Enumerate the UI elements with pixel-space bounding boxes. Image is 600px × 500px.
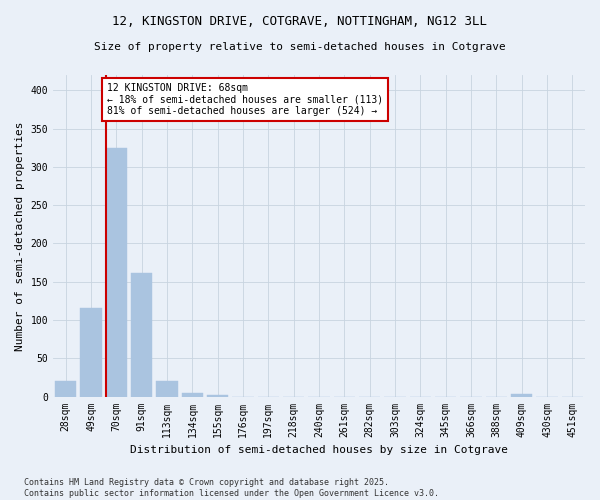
Bar <box>511 394 532 396</box>
Bar <box>106 148 127 396</box>
Text: Contains HM Land Registry data © Crown copyright and database right 2025.
Contai: Contains HM Land Registry data © Crown c… <box>24 478 439 498</box>
Y-axis label: Number of semi-detached properties: Number of semi-detached properties <box>15 121 25 350</box>
Bar <box>156 381 178 396</box>
Bar <box>55 381 76 396</box>
Bar <box>131 272 152 396</box>
Text: 12 KINGSTON DRIVE: 68sqm
← 18% of semi-detached houses are smaller (113)
81% of : 12 KINGSTON DRIVE: 68sqm ← 18% of semi-d… <box>107 82 383 116</box>
Bar <box>207 395 229 396</box>
Text: 12, KINGSTON DRIVE, COTGRAVE, NOTTINGHAM, NG12 3LL: 12, KINGSTON DRIVE, COTGRAVE, NOTTINGHAM… <box>113 15 487 28</box>
X-axis label: Distribution of semi-detached houses by size in Cotgrave: Distribution of semi-detached houses by … <box>130 445 508 455</box>
Bar <box>182 392 203 396</box>
Bar <box>80 308 102 396</box>
Text: Size of property relative to semi-detached houses in Cotgrave: Size of property relative to semi-detach… <box>94 42 506 52</box>
